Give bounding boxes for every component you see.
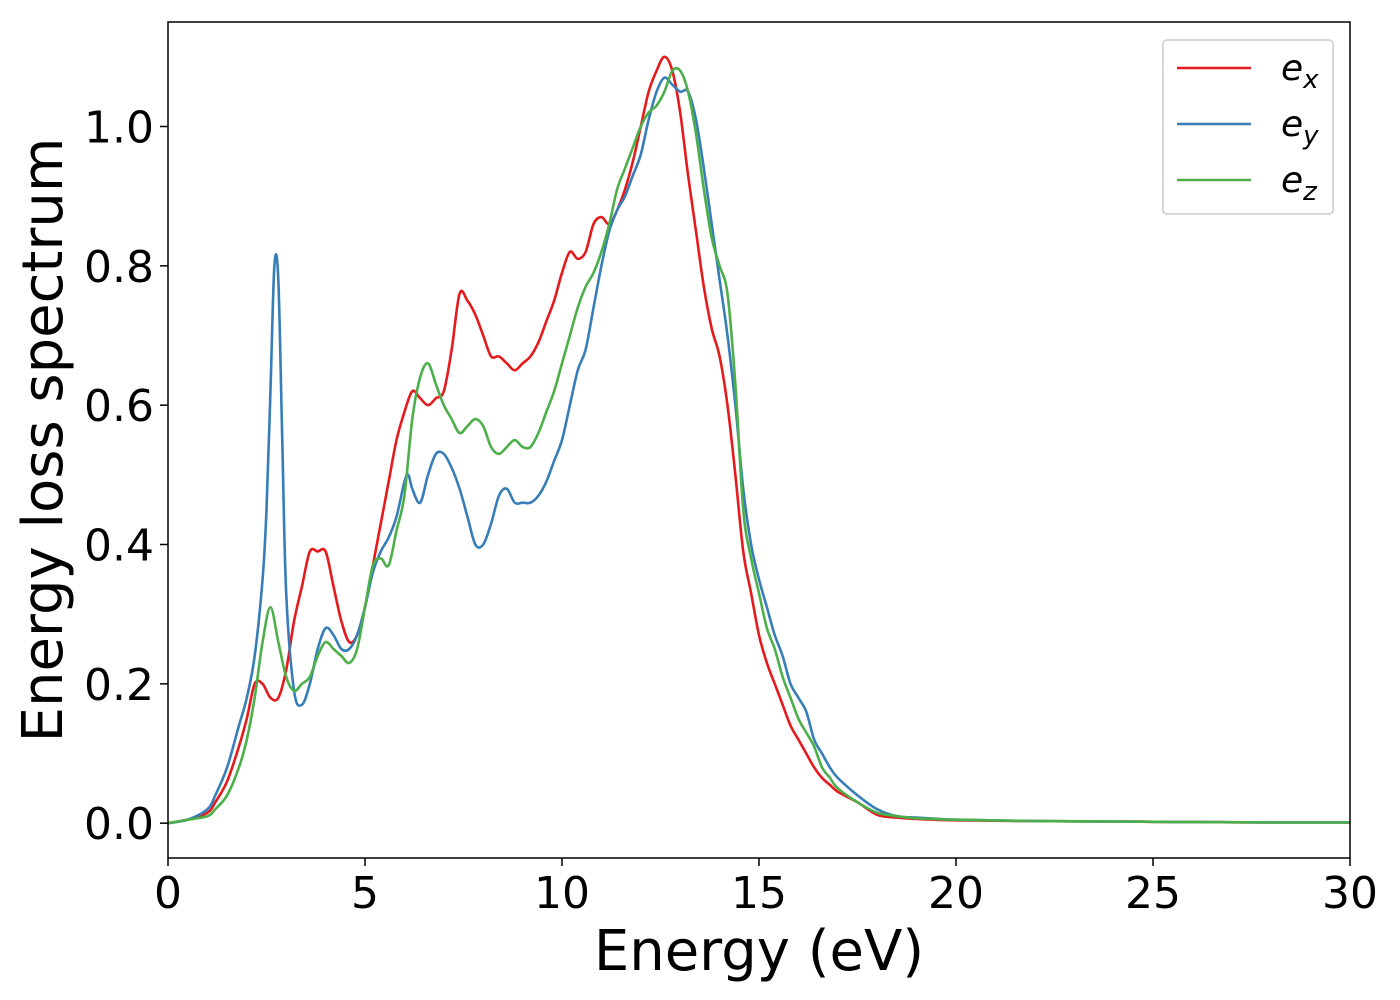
legend: ex ey ez bbox=[1162, 39, 1334, 215]
x-tick-label: 0 bbox=[154, 868, 182, 919]
series-line-ey bbox=[167, 76, 1351, 825]
x-tick-label: 30 bbox=[1322, 868, 1378, 919]
series-line-ez bbox=[167, 66, 1351, 825]
legend-label-ex: ex bbox=[1281, 48, 1319, 95]
x-tick-label: 10 bbox=[534, 868, 590, 919]
x-axis: 0 5 10 15 20 25 30 bbox=[154, 858, 1378, 919]
y-tick-label: 0.2 bbox=[84, 660, 154, 711]
legend-label-ez: ez bbox=[1281, 160, 1318, 207]
y-tick-label: 0.8 bbox=[84, 242, 154, 293]
y-tick-label: 0.4 bbox=[84, 521, 154, 572]
x-tick-label: 20 bbox=[928, 868, 984, 919]
y-tick-label: 1.0 bbox=[84, 103, 154, 154]
series-line-ex bbox=[167, 55, 1351, 825]
x-axis-label: Energy (eV) bbox=[594, 919, 924, 984]
legend-frame bbox=[1162, 39, 1334, 215]
plot-content bbox=[167, 55, 1351, 825]
x-tick-label: 15 bbox=[731, 868, 787, 919]
legend-label-ey: ey bbox=[1281, 104, 1319, 151]
y-axis-label: Energy loss spectrum bbox=[11, 138, 76, 743]
y-tick-label: 0.6 bbox=[84, 381, 154, 432]
x-tick-label: 5 bbox=[351, 868, 379, 919]
y-axis: 0.0 0.2 0.4 0.6 0.8 1.0 bbox=[84, 103, 168, 850]
y-tick-label: 0.0 bbox=[84, 799, 154, 850]
x-tick-label: 25 bbox=[1125, 868, 1181, 919]
